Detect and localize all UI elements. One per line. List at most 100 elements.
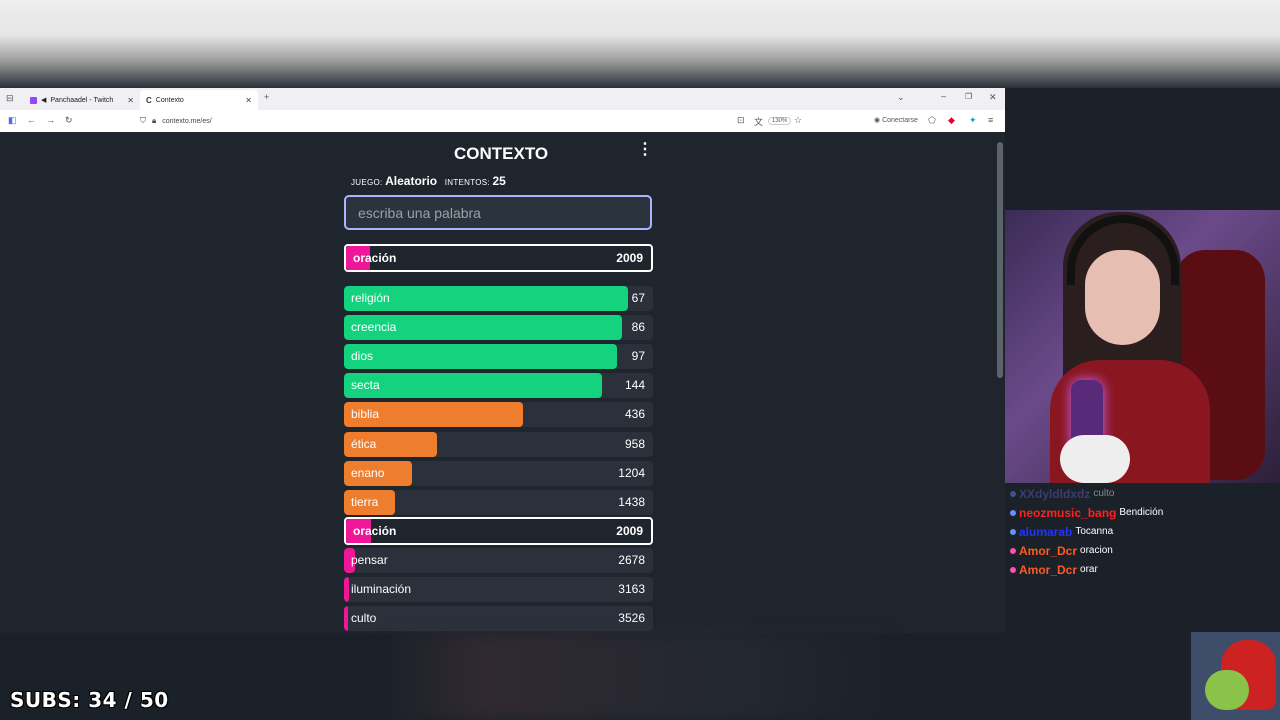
- close-window-button[interactable]: ✕: [989, 92, 997, 102]
- chevron-down-icon[interactable]: ⌄: [897, 92, 905, 102]
- connect-label: Conectarse: [882, 117, 918, 124]
- guess-row: enano 1204: [344, 460, 653, 486]
- word-input-box[interactable]: [344, 195, 652, 230]
- tab-list-icon[interactable]: ⊟: [6, 93, 14, 103]
- blurred-bottom-area: [380, 633, 900, 720]
- guess-row: religión 67: [344, 286, 653, 311]
- translate-icon[interactable]: 文: [754, 117, 764, 127]
- last-guess-fill: [346, 246, 370, 270]
- chat-message: Amor_Dcr oracion: [1010, 541, 1280, 560]
- reader-view-icon[interactable]: ⊡: [737, 115, 745, 125]
- guess-rank: 3163: [618, 582, 645, 596]
- guess-rank: 3526: [618, 611, 645, 626]
- addon-icon-2[interactable]: ✦: [969, 115, 977, 125]
- last-guess-row: oración 2009: [344, 244, 653, 272]
- guess-rank: 958: [624, 436, 645, 451]
- chat-message: XXdyldldxdz culto: [1010, 484, 1280, 503]
- more-options-icon[interactable]: ⋮: [637, 141, 653, 158]
- guess-similarity-fill: [344, 431, 437, 457]
- forward-button[interactable]: →: [46, 115, 55, 125]
- chat-message: alumarab Tocanna: [1010, 522, 1280, 541]
- guess-rank: 2009: [616, 523, 643, 538]
- guess-row: oración 2009: [344, 516, 653, 545]
- stream-chat: XXdyldldxdz culto neozmusic_bang Bendición a…: [1010, 484, 1280, 584]
- guess-similarity-fill: [344, 577, 349, 602]
- extensions-icon[interactable]: ⬠: [928, 115, 936, 125]
- account-button[interactable]: ◉ Conectarse: [874, 116, 918, 124]
- plush-toy: [1060, 435, 1130, 483]
- star-bookmark-icon[interactable]: ☆: [794, 115, 803, 125]
- sidebar-icon[interactable]: ◧: [8, 115, 17, 125]
- contexto-page: CONTEXTO ⋮ JUEGO: Aleatorio INTENTOS: 25…: [0, 132, 995, 633]
- chat-message: neozmusic_bang Bendición: [1010, 503, 1280, 522]
- chat-badge-icon: [1010, 566, 1016, 573]
- address-bar[interactable]: ⛉ 🔒︎ contexto.me/es/: [140, 113, 810, 129]
- browser-window: ⊟ ◀ Panchaadel - Twitch ✕ C Contexto ✕ +…: [0, 88, 1005, 633]
- blurred-desktop-top: [0, 0, 1280, 88]
- chat-username[interactable]: XXdyldldxdz: [1019, 486, 1091, 501]
- chat-message: Amor_Dcr orar: [1010, 560, 1280, 579]
- guess-row: tierra 1438: [344, 489, 653, 515]
- guess-similarity-fill: [344, 547, 355, 573]
- attempts-label: INTENTOS:: [444, 178, 490, 187]
- guess-word: religión: [351, 291, 390, 305]
- menu-icon[interactable]: ≡: [988, 115, 994, 125]
- avatar-face: [1205, 670, 1249, 710]
- tab-twitch[interactable]: ◀ Panchaadel - Twitch ✕: [24, 90, 140, 110]
- reload-button[interactable]: ↻: [65, 115, 73, 125]
- subs-counter: SUBS: 34 / 50: [10, 688, 169, 712]
- game-mode-label: JUEGO:: [351, 178, 383, 187]
- chat-text: orar: [1080, 564, 1098, 575]
- headset: [1067, 215, 1179, 285]
- chat-text: culto: [1093, 488, 1115, 499]
- webcam-feed: [1005, 210, 1280, 483]
- chat-username[interactable]: Amor_Dcr: [1019, 543, 1078, 558]
- guess-row: secta 144: [344, 373, 653, 399]
- guess-word: culto: [351, 611, 377, 626]
- guess-word: iluminación: [351, 582, 412, 596]
- chat-badge-icon: [1010, 547, 1016, 554]
- guess-rank: 67: [631, 291, 645, 305]
- guess-word: secta: [351, 378, 380, 393]
- guess-similarity-fill: [344, 489, 395, 515]
- guess-row: ética 958: [344, 431, 653, 457]
- chat-badge-icon: [1010, 509, 1016, 516]
- contexto-icon: C: [146, 95, 152, 105]
- tab-contexto[interactable]: C Contexto ✕: [140, 90, 258, 110]
- chat-username[interactable]: alumarab: [1019, 524, 1073, 539]
- lock-icon: 🔒︎: [152, 116, 157, 125]
- navigation-toolbar: ◧ ← → ↻ ⛉ 🔒︎ contexto.me/es/ ⊡ 文 130% ☆ …: [0, 110, 1005, 133]
- word-input[interactable]: [356, 203, 640, 222]
- scrollbar-thumb[interactable]: [997, 142, 1003, 378]
- guess-word: pensar: [351, 552, 388, 567]
- chat-badge-icon: [1010, 528, 1016, 535]
- guess-similarity-fill: [344, 315, 622, 341]
- back-button[interactable]: ←: [27, 115, 36, 125]
- page-scrollbar[interactable]: [995, 132, 1005, 633]
- tab-title: Contexto: [155, 96, 184, 104]
- guess-similarity-fill: [344, 286, 628, 311]
- guess-row: pensar 2678: [344, 547, 653, 573]
- url-text: contexto.me/es/: [162, 117, 212, 125]
- close-tab-icon[interactable]: ✕: [245, 95, 252, 105]
- guess-similarity-fill: [344, 373, 602, 399]
- guess-row: iluminación 3163: [344, 577, 653, 602]
- close-tab-icon[interactable]: ✕: [127, 95, 134, 105]
- guess-row: culto 3526: [344, 606, 653, 632]
- attempts-value: 25: [492, 174, 506, 188]
- chat-username[interactable]: Amor_Dcr: [1019, 562, 1078, 577]
- restore-button[interactable]: ❐: [965, 92, 973, 101]
- guess-rank: 1204: [618, 465, 645, 480]
- addon-icon[interactable]: ◆: [948, 115, 955, 125]
- last-guess-word: oración: [353, 251, 397, 265]
- zoom-level[interactable]: 130%: [768, 117, 792, 125]
- minimize-button[interactable]: –: [941, 91, 947, 101]
- muted-speaker-icon[interactable]: ◀: [41, 97, 47, 104]
- new-tab-button[interactable]: +: [264, 92, 270, 102]
- game-mode-value: Aleatorio: [385, 174, 438, 188]
- guess-rank: 144: [624, 378, 645, 393]
- guess-row: biblia 436: [344, 402, 653, 428]
- guess-similarity-fill: [344, 460, 412, 486]
- chat-username[interactable]: neozmusic_bang: [1019, 505, 1117, 520]
- chat-text: oracion: [1080, 545, 1113, 556]
